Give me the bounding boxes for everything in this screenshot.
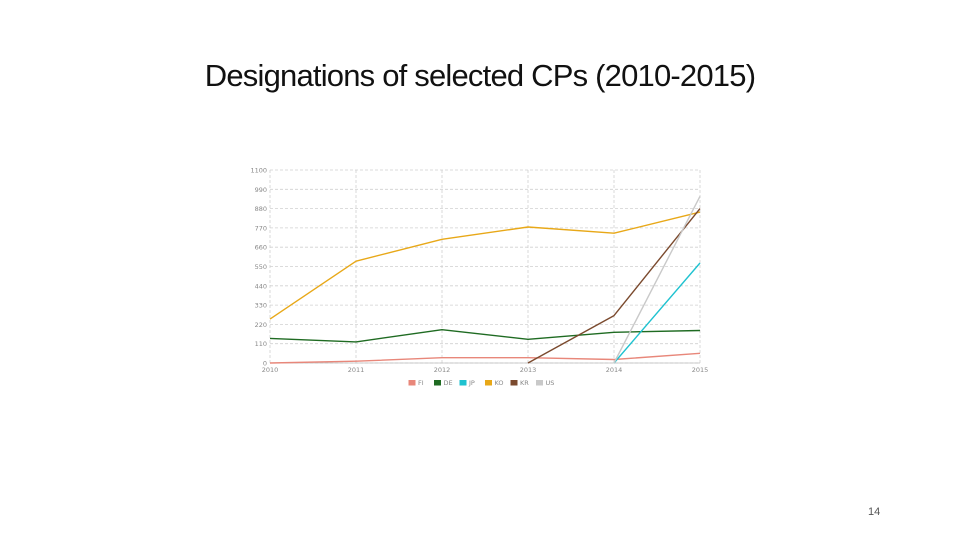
legend-swatch-ko	[485, 380, 492, 386]
legend-label-us: US	[546, 379, 555, 387]
x-tick-label: 2014	[606, 366, 623, 374]
chart-legend: FI DE JP KO KR US	[408, 379, 555, 387]
line-chart: 0 110 220 330 440 550 660 770 880 990 1100 2010 2011…	[250, 160, 710, 390]
y-tick-label: 0	[263, 360, 267, 368]
y-tick-label: 440	[255, 282, 267, 290]
x-tick-label: 2010	[262, 366, 279, 374]
chart-series	[269, 195, 701, 364]
x-tick-label: 2013	[520, 366, 537, 374]
legend-swatch-de	[434, 380, 441, 386]
y-tick-label: 220	[255, 321, 267, 329]
y-tick-label: 990	[255, 186, 267, 194]
series-line-jp	[613, 262, 701, 364]
legend-swatch-fi	[408, 380, 416, 386]
legend-label-jp: JP	[468, 379, 475, 387]
chart-axes: 0 110 220 330 440 550 660 770 880 990 1100 2010 2011…	[250, 167, 708, 375]
series-line-de	[269, 328, 701, 343]
series-line-us	[613, 195, 701, 364]
x-tick-label: 2015	[692, 366, 709, 374]
legend-swatch-us	[536, 380, 543, 386]
legend-label-de: DE	[444, 379, 453, 387]
slide-title: Designations of selected CPs (2010-2015)	[204, 58, 756, 93]
legend-swatch-kr	[510, 380, 518, 386]
y-tick-label: 660	[255, 244, 267, 252]
y-tick-label: 330	[255, 302, 267, 310]
y-tick-label: 550	[255, 263, 267, 271]
legend-swatch-jp	[459, 380, 467, 386]
x-tick-label: 2012	[434, 366, 451, 374]
series-line-fi	[269, 352, 701, 364]
chart-grid	[269, 169, 701, 364]
legend-label-kr: KR	[520, 379, 529, 387]
y-tick-label: 770	[255, 224, 267, 232]
series-line-kr	[527, 208, 701, 364]
page-number: 14	[868, 506, 881, 518]
legend-label-ko: KO	[495, 379, 504, 387]
y-tick-label: 110	[255, 340, 267, 348]
y-tick-label: 1100	[250, 167, 267, 175]
y-tick-label: 880	[255, 205, 267, 213]
legend-label-fi: FI	[418, 379, 424, 387]
x-tick-label: 2011	[348, 366, 365, 374]
series-line-ko	[269, 211, 701, 320]
chart-svg: 0 110 220 330 440 550 660 770 880 990 1100 2010 2011…	[250, 167, 708, 388]
